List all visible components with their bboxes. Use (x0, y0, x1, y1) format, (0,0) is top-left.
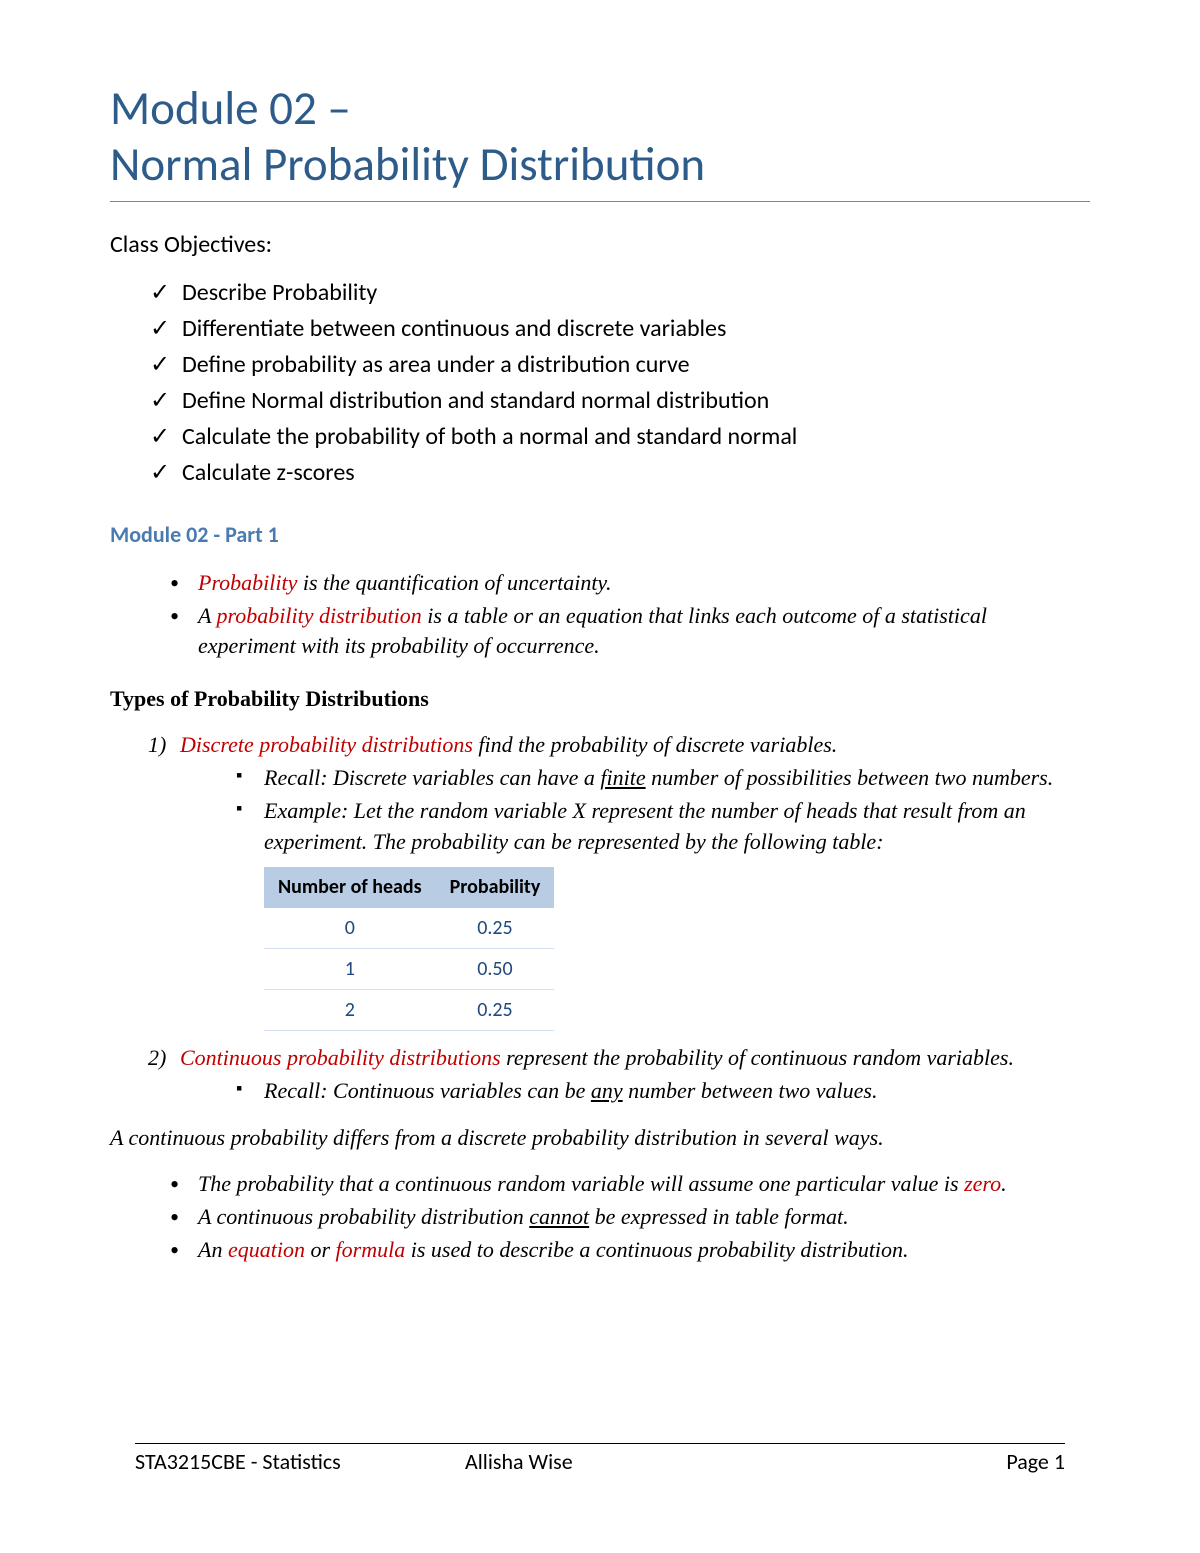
definition-item: Probability is the quantification of unc… (170, 568, 1090, 599)
objectives-list: Describe Probability Differentiate betwe… (110, 275, 1090, 491)
term-formula: formula (336, 1237, 406, 1262)
footer-page-number: Page 1 (1006, 1448, 1065, 1475)
table-cell: 0.25 (436, 990, 555, 1031)
table-header: Probability (436, 867, 555, 908)
continuous-sublist: Recall: Continuous variables can be any … (180, 1076, 1090, 1107)
diff-mid: or (305, 1237, 336, 1262)
table-cell: 1 (264, 949, 436, 990)
table-cell: 0.25 (436, 908, 555, 949)
diff-suffix: be expressed in table format. (589, 1204, 848, 1229)
difference-item: A continuous probability distribution ca… (170, 1202, 1090, 1233)
discrete-recall: Recall: Discrete variables can have a fi… (236, 763, 1090, 794)
recall-suffix: number between two values. (623, 1078, 878, 1103)
diff-suffix: is used to describe a continuous probabi… (405, 1237, 908, 1262)
discrete-text: find the probability of discrete variabl… (473, 732, 837, 757)
term-equation: equation (228, 1237, 305, 1262)
recall-prefix: Recall: Discrete variables can have a (264, 765, 600, 790)
definitions-list: Probability is the quantification of unc… (110, 568, 1090, 662)
footer-course: STA3215CBE - Statistics (135, 1448, 465, 1475)
objective-item: Define probability as area under a distr… (150, 347, 1090, 383)
title-line2: Normal Probability Distribution (110, 135, 705, 193)
document-title: Module 02 – Normal Probability Distribut… (110, 80, 1090, 202)
diff-underlined: cannot (529, 1204, 589, 1229)
term-continuous: Continuous probability distributions (180, 1045, 501, 1070)
definition-text: is the quantification of uncertainty. (297, 570, 611, 595)
term-probability: Probability (198, 570, 297, 595)
discrete-sublist: Recall: Discrete variables can have a fi… (180, 763, 1090, 857)
term-zero: zero (964, 1171, 1001, 1196)
discrete-example: Example: Let the random variable X repre… (236, 796, 1090, 858)
table-row: 1 0.50 (264, 949, 554, 990)
objectives-heading: Class Objectives: (110, 230, 1090, 259)
differences-intro: A continuous probability differs from a … (110, 1125, 1090, 1151)
diff-suffix: . (1001, 1171, 1007, 1196)
types-list: 1) Discrete probability distributions fi… (110, 730, 1090, 1107)
table-row: 2 0.25 (264, 990, 554, 1031)
type-continuous: 2) Continuous probability distributions … (148, 1043, 1090, 1107)
objective-item: Calculate the probability of both a norm… (150, 419, 1090, 455)
table-header-row: Number of heads Probability (264, 867, 554, 908)
table-header: Number of heads (264, 867, 436, 908)
probability-table: Number of heads Probability 0 0.25 1 0.5… (264, 867, 554, 1031)
recall-underlined: finite (600, 765, 645, 790)
difference-item: The probability that a continuous random… (170, 1169, 1090, 1200)
module-part-heading: Module 02 - Part 1 (110, 521, 1090, 548)
table-row: 0 0.25 (264, 908, 554, 949)
table-cell: 0 (264, 908, 436, 949)
list-marker: 2) (148, 1043, 166, 1074)
difference-item: An equation or formula is used to descri… (170, 1235, 1090, 1266)
title-line1: Module 02 – (110, 79, 351, 137)
objective-item: Describe Probability (150, 275, 1090, 311)
diff-prefix: The probability that a continuous random… (198, 1171, 964, 1196)
term-probability-distribution: probability distribution (217, 603, 422, 628)
table-cell: 0.50 (436, 949, 555, 990)
page-footer: STA3215CBE - Statistics Allisha Wise Pag… (135, 1443, 1065, 1475)
table-cell: 2 (264, 990, 436, 1031)
type-discrete: 1) Discrete probability distributions fi… (148, 730, 1090, 1031)
list-marker: 1) (148, 730, 166, 761)
differences-list: The probability that a continuous random… (110, 1169, 1090, 1265)
objective-item: Calculate z-scores (150, 455, 1090, 491)
term-discrete: Discrete probability distributions (180, 732, 473, 757)
definition-prefix: A (198, 603, 217, 628)
recall-underlined: any (591, 1078, 623, 1103)
diff-prefix: An (198, 1237, 228, 1262)
footer-author: Allisha Wise (465, 1448, 573, 1475)
types-heading: Types of Probability Distributions (110, 686, 1090, 712)
objective-item: Define Normal distribution and standard … (150, 383, 1090, 419)
continuous-recall: Recall: Continuous variables can be any … (236, 1076, 1090, 1107)
objective-item: Differentiate between continuous and dis… (150, 311, 1090, 347)
recall-suffix: number of possibilities between two numb… (646, 765, 1054, 790)
continuous-text: represent the probability of continuous … (501, 1045, 1014, 1070)
recall-prefix: Recall: Continuous variables can be (264, 1078, 591, 1103)
definition-item: A probability distribution is a table or… (170, 601, 1090, 663)
diff-prefix: A continuous probability distribution (198, 1204, 529, 1229)
